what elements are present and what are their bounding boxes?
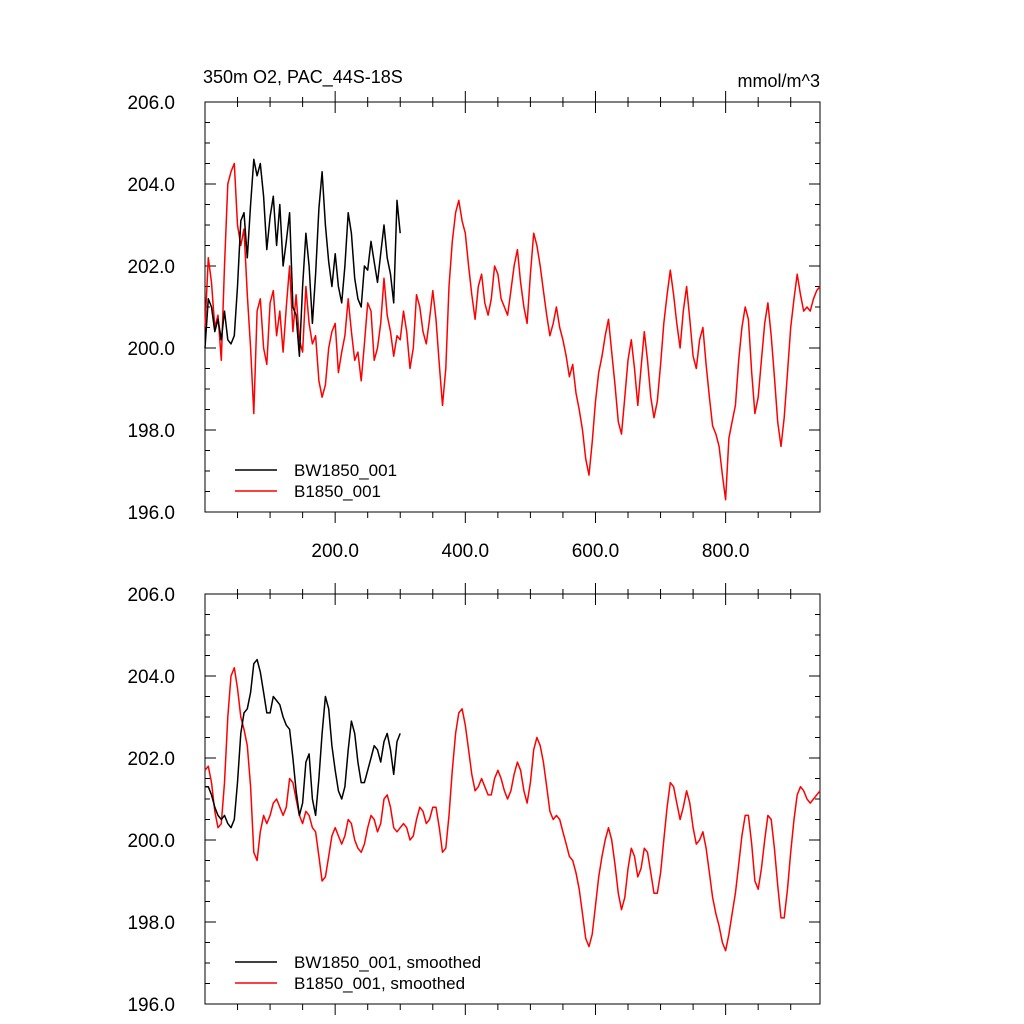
y-tick-label: 198.0 [127,913,175,934]
series-bottom [204,658,821,952]
y-tick-label: 202.0 [127,749,175,770]
x-tick-label: 800.0 [702,541,750,562]
chart-bottom-panel: 196.0 198.0 200.0 202.0 204.0 206.0 BW1850_00… [127,583,821,1016]
y-tick-label: 204.0 [127,175,175,196]
series-line-1 [204,667,821,952]
y-tick-label: 206.0 [127,585,175,606]
y-tick-labels-top: 196.0 198.0 200.0 202.0 204.0 206.0 [127,93,175,524]
series-line-0 [204,158,401,357]
legend-label-b1850-smoothed: B1850_001, smoothed [294,974,465,993]
legend-label-bw1850: BW1850_001 [294,461,397,480]
x-tick-label: 200.0 [311,541,359,562]
ticks-bottom [205,583,820,1015]
series-top [204,158,821,501]
ticks-top [205,91,820,523]
legend-label-bw1850-smoothed: BW1850_001, smoothed [294,953,481,972]
chart-units: mmol/m^3 [738,71,820,91]
legend-label-b1850: B1850_001 [294,482,381,501]
y-tick-label: 196.0 [127,503,175,524]
legend-top: BW1850_001 B1850_001 [235,461,397,501]
y-tick-label: 196.0 [127,995,175,1016]
x-tick-label: 400.0 [442,541,490,562]
x-tick-label: 600.0 [572,541,620,562]
y-tick-label: 206.0 [127,93,175,114]
series-line-0 [205,658,401,829]
chart-top-panel: 350m O2, PAC_44S-18S mmol/m^3 196.0 198.0… [127,67,821,562]
y-tick-label: 202.0 [127,257,175,278]
y-tick-label: 198.0 [127,421,175,442]
y-tick-label: 200.0 [127,339,175,360]
legend-bottom: BW1850_001, smoothed B1850_001, smoothed [235,953,481,993]
y-tick-label: 204.0 [127,667,175,688]
chart-title: 350m O2, PAC_44S-18S [203,67,403,88]
y-tick-labels-bottom: 196.0 198.0 200.0 202.0 204.0 206.0 [127,585,175,1016]
x-tick-labels-top: 200.0 400.0 600.0 800.0 [311,541,749,562]
y-tick-label: 200.0 [127,831,175,852]
series-line-1 [204,162,821,501]
